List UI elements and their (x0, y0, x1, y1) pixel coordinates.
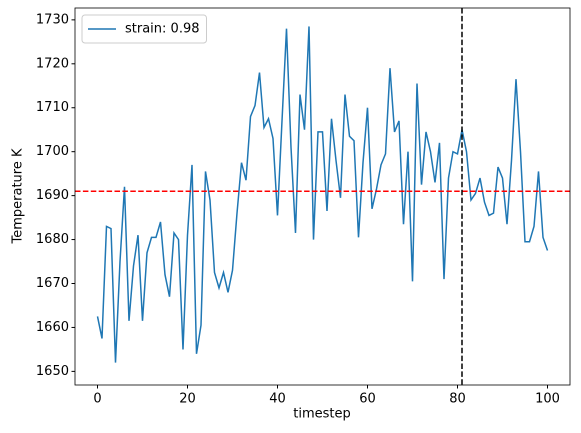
y-axis-label: Temperature K (11, 148, 26, 244)
y-tick-label: 1650 (36, 364, 69, 379)
x-tick-label: 80 (449, 392, 466, 407)
y-tick-label: 1700 (36, 144, 69, 159)
data-line (96, 26, 549, 363)
y-tick-label: 1720 (36, 56, 69, 71)
y-tick-label: 1660 (36, 320, 69, 335)
x-tick-label: 100 (535, 392, 560, 407)
x-tick-label: 20 (179, 392, 196, 407)
x-tick-label: 40 (269, 392, 286, 407)
y-tick-label: 1730 (36, 12, 69, 27)
x-axis-label: timestep (293, 407, 351, 422)
y-tick-label: 1690 (36, 188, 69, 203)
plot-frame (74, 7, 571, 386)
legend-label: strain: 0.98 (125, 22, 200, 37)
y-tick-label: 1710 (36, 100, 69, 115)
legend-box (81, 14, 207, 44)
y-tick-label: 1680 (36, 232, 69, 247)
x-tick-label: 0 (93, 392, 101, 407)
x-tick-label: 60 (359, 392, 376, 407)
y-tick-label: 1670 (36, 276, 69, 291)
